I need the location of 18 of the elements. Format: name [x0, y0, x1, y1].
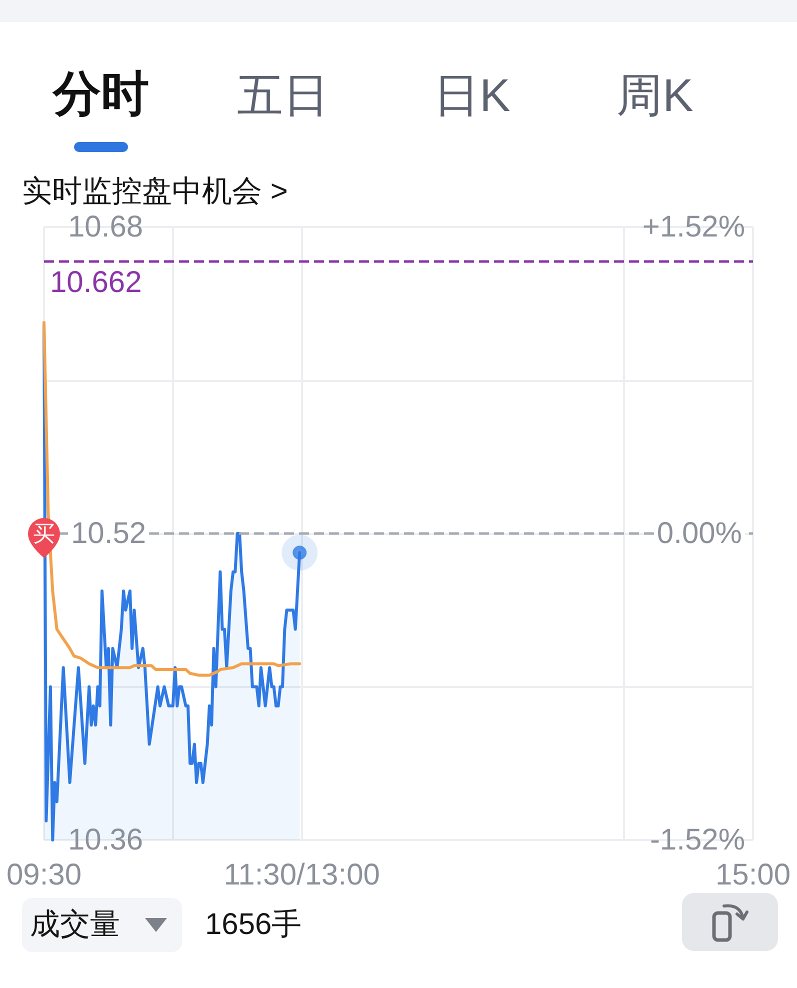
- text: 1656手: [205, 908, 302, 941]
- text: 分时: [53, 68, 149, 121]
- y-tick-label: 10.68: [68, 210, 144, 244]
- y2-tick-label: +1.52%: [642, 210, 745, 244]
- y-tick-label: 10.36: [68, 824, 144, 856]
- y2-tick-label: 0.00%: [656, 517, 742, 550]
- ref-line-label: 10.662: [50, 266, 142, 299]
- annotation: 买: [33, 520, 55, 546]
- y2-tick-label: -1.52%: [650, 824, 745, 856]
- text: 周K: [616, 69, 694, 121]
- x-tick-label: 11:30/13:00: [224, 858, 380, 892]
- dropdown: 成交量: [22, 898, 182, 952]
- text: 五日: [237, 69, 329, 121]
- x-tick-label: 09:30: [6, 858, 82, 892]
- text: 实时监控盘中机会 >: [22, 175, 288, 208]
- x-tick-label: 15:00: [715, 858, 791, 892]
- text: 日K: [434, 69, 510, 121]
- y-tick-label: 10.52: [71, 517, 146, 550]
